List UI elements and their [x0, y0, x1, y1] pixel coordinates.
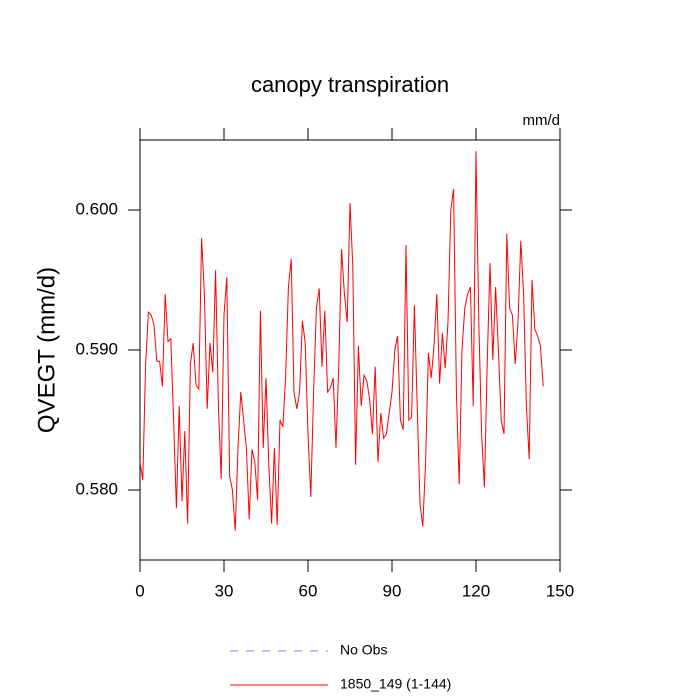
legend-label: No Obs [340, 642, 387, 658]
y-tick-label: 0.600 [75, 199, 118, 218]
x-tick-label: 150 [546, 581, 574, 600]
x-tick-label: 0 [135, 581, 144, 600]
x-tick-label: 30 [215, 581, 234, 600]
units-label: mm/d [523, 112, 561, 129]
y-tick-label: 0.590 [75, 339, 118, 358]
x-tick-label: 120 [462, 581, 490, 600]
chart-title: canopy transpiration [251, 72, 449, 97]
x-tick-label: 90 [383, 581, 402, 600]
y-tick-label: 0.580 [75, 479, 118, 498]
data-line [139, 151, 544, 531]
x-tick-label: 60 [299, 581, 318, 600]
legend-label: 1850_149 (1-144) [340, 676, 451, 692]
y-axis-label: QVEGT (mm/d) [33, 267, 60, 433]
